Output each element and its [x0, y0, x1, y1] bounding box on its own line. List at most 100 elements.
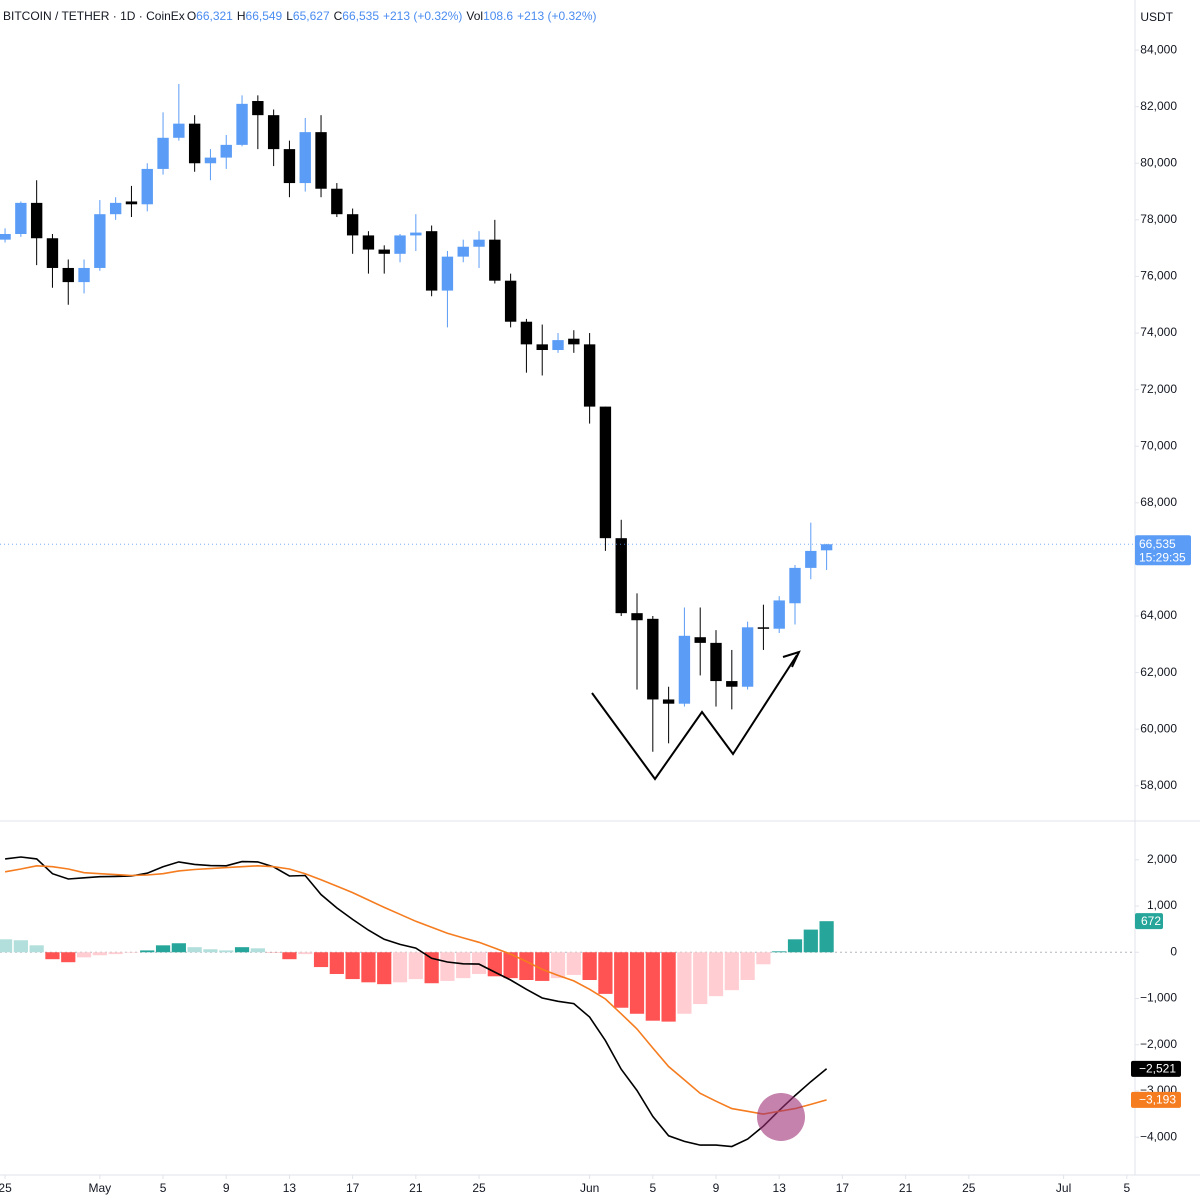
candle-body — [46, 238, 59, 268]
histogram-bar — [582, 952, 597, 981]
ohlc-value: 66,549 — [246, 9, 283, 23]
x-tick-label: 13 — [283, 1181, 297, 1195]
y-tick-label: 1,000 — [1147, 898, 1177, 912]
histogram-bar — [377, 952, 392, 985]
histogram-bar — [566, 952, 581, 975]
candle-body — [773, 600, 785, 629]
header-title: BITCOIN / TETHER · 1D · CoinEx — [3, 9, 185, 23]
x-tick-label: 5 — [160, 1181, 167, 1195]
macd-line — [5, 856, 828, 1148]
candle-body — [394, 235, 406, 254]
volume-value: 108.6 — [483, 9, 513, 23]
y-tick-label: 70,000 — [1140, 438, 1177, 452]
y-tick-label: 80,000 — [1140, 155, 1177, 169]
candle-body — [662, 699, 675, 704]
histogram-bar — [76, 952, 92, 958]
candle-body — [346, 214, 359, 236]
histogram-bar — [345, 952, 360, 980]
y-tick-label: 76,000 — [1140, 269, 1177, 283]
y-tick-label: 68,000 — [1140, 495, 1177, 509]
double-bottom-drawing — [591, 654, 798, 781]
candle-body — [157, 137, 169, 169]
candle-body — [78, 267, 90, 283]
x-tick-label: 25 — [962, 1181, 976, 1195]
histogram-bar — [155, 945, 171, 953]
histogram-bar — [787, 939, 803, 953]
histogram-bar — [140, 950, 155, 953]
currency: USDT — [1140, 10, 1173, 24]
line-badge — [1131, 1091, 1181, 1108]
y-tick-label: 62,000 — [1140, 665, 1177, 679]
candle-body — [315, 132, 327, 189]
histogram-bar — [598, 952, 613, 994]
y-tick-label: 64,000 — [1140, 608, 1177, 622]
x-tick-label: 9 — [713, 1181, 720, 1195]
ohlc-value: 66,321 — [196, 9, 233, 23]
candle-body — [599, 406, 612, 539]
histogram-bar — [329, 952, 344, 974]
histogram-bar — [772, 951, 787, 953]
candle-body — [252, 101, 264, 116]
histogram-bar — [234, 947, 250, 953]
candle-body — [109, 202, 122, 215]
y-tick-label: 84,000 — [1140, 42, 1177, 56]
candle-body — [678, 635, 691, 704]
y-tick-label: −2,000 — [1140, 1037, 1177, 1051]
histogram-bar — [803, 929, 818, 953]
histogram-bar — [282, 952, 297, 960]
x-tick-label: 25 — [472, 1181, 486, 1195]
candle-body — [425, 231, 438, 291]
x-tick-label: 17 — [836, 1181, 850, 1195]
histogram-bar — [661, 952, 676, 1022]
x-tick-label: 25 — [0, 1181, 12, 1195]
histogram-bar — [13, 940, 28, 953]
histogram-bar — [108, 952, 123, 955]
candle-body — [0, 234, 11, 240]
y-tick-label: 58,000 — [1140, 778, 1177, 792]
histogram-bar — [471, 952, 487, 974]
ohlc-value: 66,535 — [342, 9, 379, 23]
histogram-last-label: 672 — [1141, 914, 1161, 928]
histogram-bar — [614, 952, 629, 1008]
histogram-bar — [550, 952, 566, 979]
candle-body — [615, 538, 627, 614]
x-tick-label: 21 — [899, 1181, 913, 1195]
histogram-bar — [519, 952, 534, 981]
candle-body — [820, 544, 833, 551]
volume-key: Vol — [466, 9, 483, 23]
histogram-bar — [424, 952, 439, 984]
candle-body — [583, 344, 596, 407]
arrow-head — [782, 650, 801, 668]
candle-body — [694, 637, 706, 643]
candle-body — [220, 144, 232, 158]
candle-body — [552, 340, 564, 351]
candle-body — [489, 239, 501, 281]
candle-body — [141, 168, 153, 205]
ohlc-value: 65,627 — [293, 9, 330, 23]
y-tick-label: 72,000 — [1140, 382, 1177, 396]
candle-body — [568, 338, 580, 345]
histogram-bar — [693, 952, 708, 1005]
histogram-bar — [361, 952, 376, 983]
histogram-bar — [92, 952, 107, 956]
histogram-bar — [645, 952, 660, 1021]
macd-line — [4, 864, 827, 1115]
plot-layer — [0, 84, 1135, 1148]
x-tick-label: 9 — [223, 1181, 230, 1195]
histogram-bar — [171, 943, 186, 953]
candle-body — [805, 550, 817, 568]
candle-body — [647, 618, 659, 700]
histogram-bar — [756, 952, 771, 965]
x-tick-label: 5 — [649, 1181, 656, 1195]
ohlc-key: C — [334, 9, 343, 23]
candle-body — [726, 681, 738, 687]
candle-body — [125, 201, 138, 205]
x-tick-label: Jul — [1056, 1181, 1071, 1195]
candle-body — [173, 123, 185, 138]
histogram-bar — [503, 952, 518, 979]
histogram-bar — [740, 952, 755, 981]
histogram-bar — [250, 948, 265, 953]
histogram-bar — [29, 945, 44, 953]
candle-body — [204, 157, 217, 164]
candle-body — [710, 642, 722, 682]
